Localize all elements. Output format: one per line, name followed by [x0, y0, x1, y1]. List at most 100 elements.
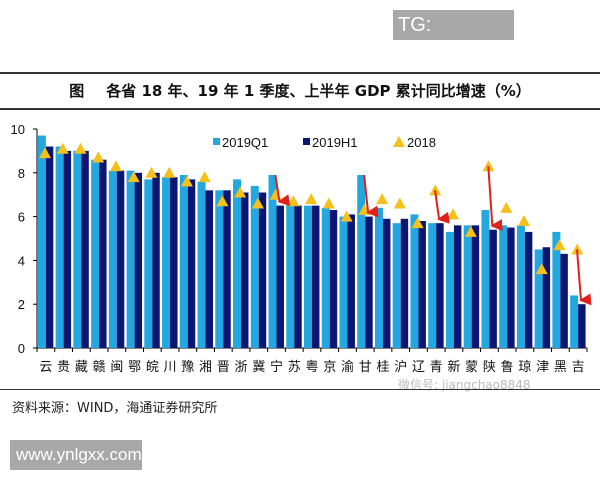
y-tick-label: 10 — [11, 122, 25, 137]
bar-2019q1 — [126, 170, 135, 348]
bar-2019q1 — [268, 174, 277, 348]
marker-2018 — [198, 171, 211, 183]
marker-2018 — [447, 208, 460, 220]
bar-2019h1 — [294, 205, 302, 348]
title-top-rule — [0, 72, 600, 74]
x-tick-label: 鄂 — [128, 360, 141, 375]
title-text: 各省 18 年、19 年 1 季度、上半年 GDP 累计同比增速（%） — [106, 82, 531, 100]
chart-title: 图 各省 18 年、19 年 1 季度、上半年 GDP 累计同比增速（%） — [0, 80, 600, 101]
red-arrow — [274, 174, 291, 207]
bar-2019h1 — [400, 218, 409, 348]
bar-2019q1 — [179, 174, 188, 348]
bar-2019q1 — [286, 201, 295, 348]
bar-2019h1 — [578, 304, 586, 348]
bar-2019q1 — [374, 207, 383, 348]
marker-2018 — [92, 151, 105, 163]
marker-2018 — [145, 166, 158, 178]
x-tick-label: 晋 — [217, 360, 230, 375]
bar-2019h1 — [81, 150, 89, 348]
x-tick-label: 粤 — [305, 359, 318, 375]
x-tick-label: 琼 — [518, 360, 531, 375]
marker-2018 — [553, 239, 566, 251]
bar-2019q1 — [304, 205, 312, 348]
bar-2019q1 — [55, 146, 64, 348]
bar-2019q1 — [108, 170, 117, 348]
legend-label: 2018 — [407, 135, 436, 150]
x-tick-label: 苏 — [288, 359, 301, 375]
bar-2019h1 — [45, 146, 54, 348]
x-tick-label: 黑 — [554, 360, 567, 375]
x-tick-label: 新 — [447, 359, 460, 375]
marker-2018 — [234, 186, 247, 198]
marker-2018 — [180, 175, 193, 187]
top-watermark: TG: MYYJJPP — [393, 10, 514, 66]
bar-2019h1 — [489, 229, 497, 348]
bar-2019h1 — [258, 192, 267, 348]
bar-2019h1 — [365, 216, 373, 348]
bar-2019h1 — [471, 225, 480, 348]
marker-2018 — [109, 160, 122, 172]
legend-swatch — [393, 136, 405, 147]
bar-2019h1 — [560, 253, 568, 348]
y-tick-label: 8 — [18, 166, 25, 181]
x-tick-label: 鲁 — [501, 360, 514, 375]
bar-2019h1 — [347, 214, 355, 348]
marker-2018 — [411, 217, 424, 229]
x-tick-label: 豫 — [181, 360, 194, 375]
x-tick-label: 渝 — [341, 359, 354, 375]
marker-2018 — [216, 195, 229, 207]
marker-2018 — [429, 184, 442, 196]
bar-2019h1 — [116, 170, 125, 348]
bar-2019q1 — [233, 179, 242, 348]
red-arrow — [487, 166, 503, 232]
marker-2018 — [376, 193, 389, 205]
marker-2018 — [38, 147, 51, 159]
bottom-watermark: www.ynlgxx.com — [10, 440, 142, 470]
bar-2019h1 — [453, 225, 462, 348]
marker-2018 — [56, 142, 69, 154]
bar-2019q1 — [37, 135, 46, 348]
bar-2019q1 — [321, 207, 330, 348]
marker-2018 — [571, 243, 584, 255]
bar-2019q1 — [250, 185, 259, 348]
x-tick-label: 津 — [536, 360, 549, 375]
x-tick-label: 浙 — [235, 360, 248, 375]
marker-2018 — [535, 263, 548, 275]
bar-2019q1 — [570, 295, 579, 348]
red-arrow — [576, 249, 592, 306]
y-tick-label: 2 — [18, 297, 25, 312]
marker-2018 — [163, 166, 176, 178]
legend-swatch — [213, 138, 220, 145]
legend-swatch — [303, 138, 310, 145]
bar-2019h1 — [170, 177, 178, 348]
red-arrow — [434, 190, 450, 224]
x-tick-label: 吉 — [572, 360, 585, 375]
x-tick-label: 赣 — [93, 360, 106, 375]
bar-2019q1 — [499, 225, 508, 348]
x-tick-label: 陕 — [483, 360, 496, 375]
bar-2019h1 — [276, 205, 284, 348]
wechat-watermark: 微信号: jiangchao8848 — [398, 378, 531, 392]
bar-2019h1 — [524, 231, 533, 348]
bar-2019q1 — [445, 231, 454, 348]
x-tick-label: 宁 — [270, 359, 283, 375]
figure-label: 图 — [69, 82, 85, 100]
bar-2019h1 — [99, 159, 107, 348]
bar-2019h1 — [205, 190, 213, 348]
x-tick-label: 闽 — [110, 360, 123, 375]
x-tick-label: 冀 — [252, 359, 265, 375]
bar-2019h1 — [312, 205, 320, 348]
bar-2019q1 — [339, 216, 348, 348]
x-tick-label: 甘 — [359, 360, 372, 375]
bar-2019q1 — [197, 181, 206, 348]
bar-2019q1 — [463, 225, 472, 348]
bar-2019h1 — [542, 247, 551, 348]
x-tick-label: 京 — [323, 360, 336, 375]
bar-2019h1 — [382, 218, 391, 348]
bar-2019h1 — [436, 223, 444, 348]
x-tick-label: 青 — [430, 360, 443, 375]
bar-2019h1 — [241, 192, 249, 348]
bar-2019q1 — [91, 159, 100, 348]
x-tick-label: 蒙 — [465, 360, 478, 375]
